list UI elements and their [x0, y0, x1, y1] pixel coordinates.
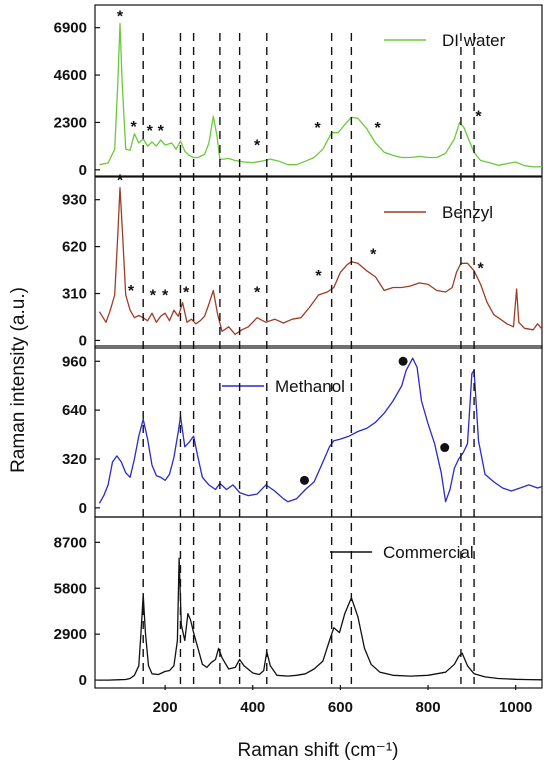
series-line-di-water [99, 22, 543, 168]
y-tick-label: 640 [62, 402, 87, 419]
x-tick-label: 400 [240, 699, 265, 716]
y-tick-label: 2900 [54, 626, 87, 643]
x-tick-label: 800 [416, 699, 441, 716]
y-tick-label: 8700 [54, 534, 87, 551]
legend-label-methanol: Methanol [275, 377, 345, 396]
peak-star-marker: * [147, 123, 154, 140]
peak-star-marker: * [158, 123, 165, 140]
peak-star-marker: * [117, 9, 124, 26]
y-tick-label: 6900 [54, 20, 87, 37]
panel-methanol: 0 320 640 960 Methanol [62, 345, 543, 518]
peak-dot-marker [398, 356, 408, 366]
y-tick-label: 0 [79, 672, 87, 689]
legend-label-commercial: Commercial [383, 543, 474, 562]
y-tick-label: 0 [79, 500, 87, 517]
y-tick-label: 0 [79, 332, 87, 349]
peak-star-marker: * [254, 285, 261, 302]
peak-star-marker: * [475, 108, 482, 125]
x-axis-title: Raman shift (cm⁻¹) [238, 740, 399, 761]
panel-commercial: 0 2900 5800 8700 Commercial [54, 516, 543, 689]
y-tick-label: 0 [79, 162, 87, 179]
series-line-methanol [98, 357, 543, 504]
x-tick-label: 200 [153, 699, 178, 716]
series-line-benzyl [98, 186, 543, 336]
peak-dot-marker [440, 443, 450, 453]
y-tick-label: 4600 [54, 67, 87, 84]
peak-star-marker: * [162, 288, 169, 305]
peak-star-marker: * [254, 137, 261, 154]
x-tick-label: 600 [328, 699, 353, 716]
y-tick-label: 320 [62, 451, 87, 468]
panel-benzyl: 0 310 620 930 * * * * * * * * * Benzyl [62, 173, 543, 349]
x-axis: 200 400 600 800 1000 [153, 685, 532, 716]
y-tick-label: 2300 [54, 114, 87, 131]
legend-label-benzyl: Benzyl [442, 203, 493, 222]
panel-frame [94, 345, 543, 518]
peak-star-marker: * [370, 247, 377, 264]
x-tick-label: 1000 [499, 699, 532, 716]
peak-star-marker: * [183, 285, 190, 302]
y-tick-label: 930 [62, 192, 87, 209]
y-tick-label: 310 [62, 286, 87, 303]
peak-star-marker: * [128, 283, 135, 300]
series-line-commercial [99, 557, 543, 681]
panel-frame [94, 4, 543, 177]
y-tick-label: 620 [62, 239, 87, 256]
panel-frame [94, 176, 543, 349]
panel-frame [94, 516, 543, 689]
y-tick-label: 960 [62, 353, 87, 370]
y-tick-label: 5800 [54, 580, 87, 597]
peak-star-marker: * [375, 120, 382, 137]
peak-dot-marker [299, 475, 309, 485]
peak-star-marker: * [478, 260, 485, 277]
y-axis-title: Raman intensity (a.u.) [8, 287, 29, 473]
peak-star-marker: * [117, 173, 124, 190]
peak-star-marker: * [315, 268, 322, 285]
peak-star-marker: * [150, 288, 157, 305]
peak-star-marker: * [130, 119, 137, 136]
peak-star-marker: * [315, 120, 322, 137]
reference-dashed-lines [142, 33, 475, 684]
